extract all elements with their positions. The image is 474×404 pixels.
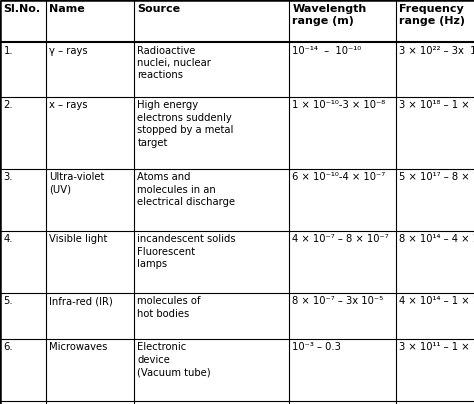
Text: 1.: 1. [3,46,13,55]
Text: Source: Source [137,4,181,13]
Text: 8 × 10¹⁴ – 4 × 10¹⁴: 8 × 10¹⁴ – 4 × 10¹⁴ [400,234,474,244]
Text: Sl.No.: Sl.No. [3,4,41,13]
Text: Visible light: Visible light [49,234,108,244]
Text: 3.: 3. [3,173,13,183]
Text: 5.: 5. [3,297,13,307]
Text: 5 × 10¹⁷ – 8 × 10¹⁴: 5 × 10¹⁷ – 8 × 10¹⁴ [400,173,474,183]
Text: Wavelength
range (m): Wavelength range (m) [292,4,367,26]
Text: Name: Name [49,4,85,13]
Text: Ultra-violet
(UV): Ultra-violet (UV) [49,173,105,195]
Text: Electronic
device
(Vacuum tube): Electronic device (Vacuum tube) [137,343,211,377]
Text: 3 × 10¹⁸ – 1 × 10¹⁶: 3 × 10¹⁸ – 1 × 10¹⁶ [400,101,474,111]
Text: 3 × 10¹¹ – 1 × 10⁹: 3 × 10¹¹ – 1 × 10⁹ [400,343,474,353]
Text: 2.: 2. [3,101,13,111]
Text: x – rays: x – rays [49,101,88,111]
Text: 1 × 10⁻¹⁰-3 × 10⁻⁸: 1 × 10⁻¹⁰-3 × 10⁻⁸ [292,101,386,111]
Text: 3 × 10²² – 3x  10¹⁸: 3 × 10²² – 3x 10¹⁸ [400,46,474,55]
Text: Infra-red (IR): Infra-red (IR) [49,297,113,307]
Text: High energy
electrons suddenly
stopped by a metal
target: High energy electrons suddenly stopped b… [137,101,234,148]
Text: Frequency
range (Hz): Frequency range (Hz) [400,4,465,26]
Text: Microwaves: Microwaves [49,343,108,353]
Text: 10⁻¹⁴  –  10⁻¹⁰: 10⁻¹⁴ – 10⁻¹⁰ [292,46,362,55]
Text: 4.: 4. [3,234,13,244]
Text: 4 × 10⁻⁷ – 8 × 10⁻⁷: 4 × 10⁻⁷ – 8 × 10⁻⁷ [292,234,389,244]
Text: 6 × 10⁻¹⁰-4 × 10⁻⁷: 6 × 10⁻¹⁰-4 × 10⁻⁷ [292,173,386,183]
Text: Radioactive
nuclei, nuclear
reactions: Radioactive nuclei, nuclear reactions [137,46,211,80]
Text: molecules of
hot bodies: molecules of hot bodies [137,297,201,319]
Text: γ – rays: γ – rays [49,46,88,55]
Text: 4 × 10¹⁴ – 1 × 10¹³: 4 × 10¹⁴ – 1 × 10¹³ [400,297,474,307]
Text: 8 × 10⁻⁷ – 3x 10⁻⁵: 8 × 10⁻⁷ – 3x 10⁻⁵ [292,297,384,307]
Text: incandescent solids
Fluorescent
lamps: incandescent solids Fluorescent lamps [137,234,236,269]
Text: 6.: 6. [3,343,13,353]
Text: Atoms and
molecules in an
electrical discharge: Atoms and molecules in an electrical dis… [137,173,236,207]
Text: 10⁻³ – 0.3: 10⁻³ – 0.3 [292,343,341,353]
